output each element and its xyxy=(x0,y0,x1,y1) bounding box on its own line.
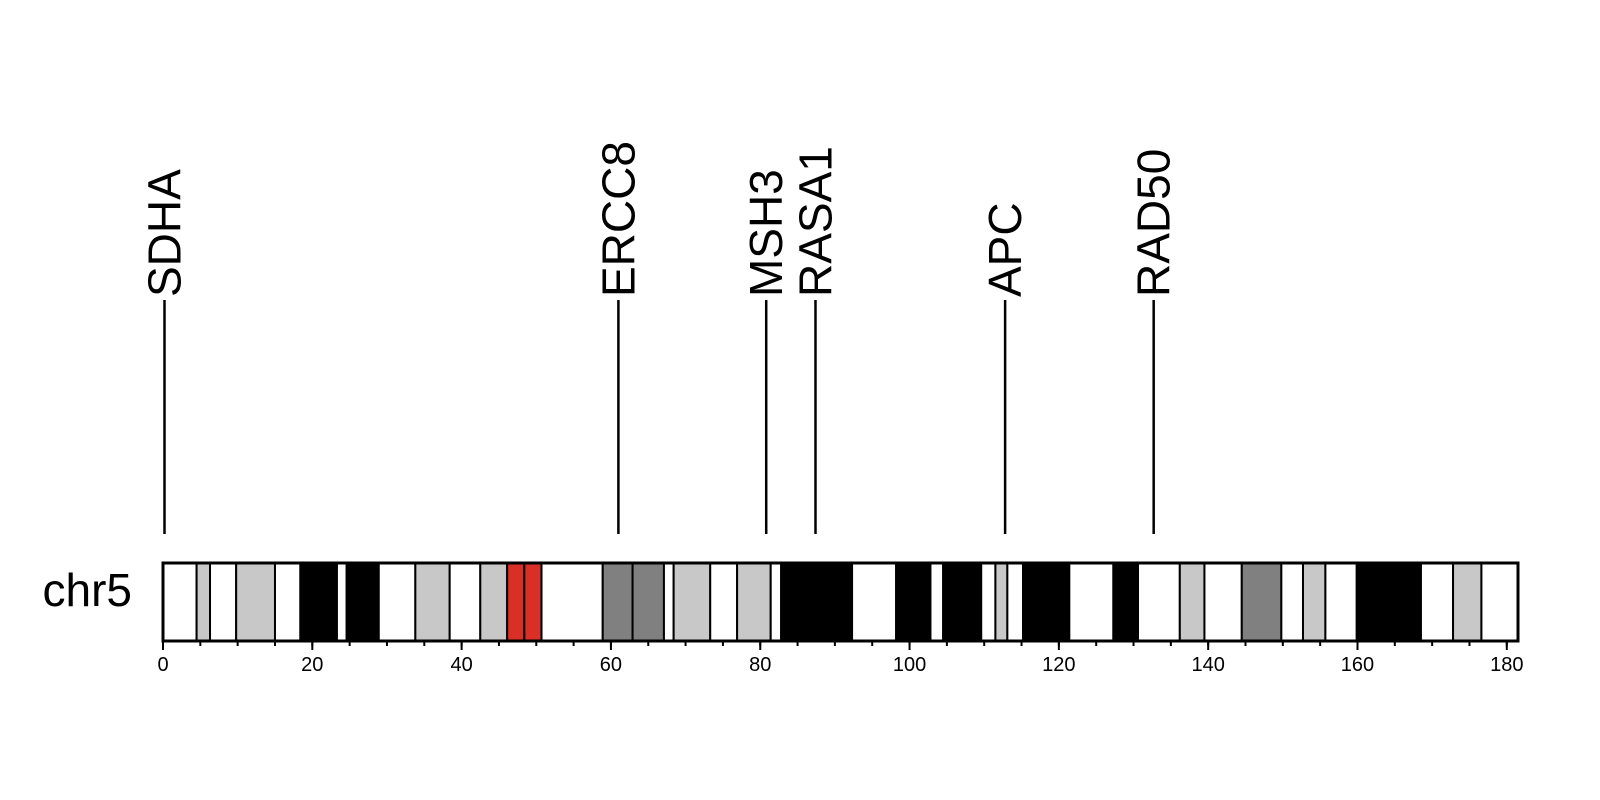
band-gpos100-40 xyxy=(1355,562,1422,642)
gene-label-msh3: MSH3 xyxy=(740,169,792,297)
band-gpos100-26 xyxy=(942,562,983,642)
gene-label-rasa1: RASA1 xyxy=(789,146,841,297)
band-gneg-33 xyxy=(1137,562,1181,642)
x-axis: 0 20 40 60 80 100 120 140 160 180 xyxy=(157,640,1523,676)
band-gneg-35 xyxy=(1203,562,1243,642)
tick-label: 180 xyxy=(1490,654,1523,676)
band-gpos100-22 xyxy=(780,562,854,642)
band-gneg-21 xyxy=(769,562,783,642)
band-gpos25-38 xyxy=(1301,562,1327,642)
tick-label: 100 xyxy=(893,654,926,676)
band-gneg-37 xyxy=(1280,562,1304,642)
tick-label: 140 xyxy=(1191,654,1224,676)
band-gpos50-36 xyxy=(1240,562,1283,642)
band-gneg-41 xyxy=(1419,562,1455,642)
band-gneg-31 xyxy=(1068,562,1115,642)
band-gneg-10 xyxy=(448,562,482,642)
band-gneg-2 xyxy=(209,562,238,642)
band-gpos100-32 xyxy=(1112,562,1140,642)
band-gneg-0 xyxy=(162,562,198,642)
gene-label-ercc8: ERCC8 xyxy=(592,141,644,297)
band-gneg-6 xyxy=(335,562,348,642)
band-acen-12 xyxy=(506,562,526,642)
tick-label: 80 xyxy=(749,654,771,676)
band-gpos25-28 xyxy=(994,562,1009,642)
band-gpos25-11 xyxy=(479,562,509,642)
band-gpos100-30 xyxy=(1022,562,1071,642)
band-gpos100-24 xyxy=(895,562,932,642)
chromosome-label: chr5 xyxy=(43,564,132,616)
band-gpos25-3 xyxy=(235,562,276,642)
band-gneg-29 xyxy=(1006,562,1025,642)
band-gneg-8 xyxy=(377,562,417,642)
band-gneg-25 xyxy=(929,562,945,642)
band-gpos25-9 xyxy=(414,562,451,642)
band-gpos25-42 xyxy=(1452,562,1483,642)
gene-label-rad50: RAD50 xyxy=(1128,149,1180,297)
band-gpos50-16 xyxy=(631,562,665,642)
band-gpos50-15 xyxy=(601,562,634,642)
band-gneg-14 xyxy=(540,562,604,642)
chromosome-bands xyxy=(161,561,1520,643)
tick-label: 40 xyxy=(450,654,472,676)
tick-label: 20 xyxy=(301,654,323,676)
band-gneg-23 xyxy=(851,562,898,642)
band-gneg-17 xyxy=(662,562,675,642)
band-gpos25-34 xyxy=(1178,562,1206,642)
tick-label: 60 xyxy=(600,654,622,676)
band-gneg-43 xyxy=(1480,562,1519,642)
band-gneg-39 xyxy=(1324,562,1358,642)
band-gpos25-20 xyxy=(736,562,772,642)
tick-label: 160 xyxy=(1341,654,1374,676)
band-gpos100-7 xyxy=(345,562,380,642)
gene-label-sdha: SDHA xyxy=(138,169,190,297)
band-gpos25-1 xyxy=(195,562,212,642)
tick-label: 0 xyxy=(157,654,168,676)
band-gpos25-18 xyxy=(672,562,712,642)
gene-label-apc: APC xyxy=(979,202,1031,297)
tick-label: 120 xyxy=(1042,654,1075,676)
band-gneg-4 xyxy=(273,562,302,642)
band-acen-13 xyxy=(523,562,543,642)
band-gpos100-5 xyxy=(299,562,338,642)
band-gneg-19 xyxy=(709,562,739,642)
band-gneg-27 xyxy=(980,562,997,642)
